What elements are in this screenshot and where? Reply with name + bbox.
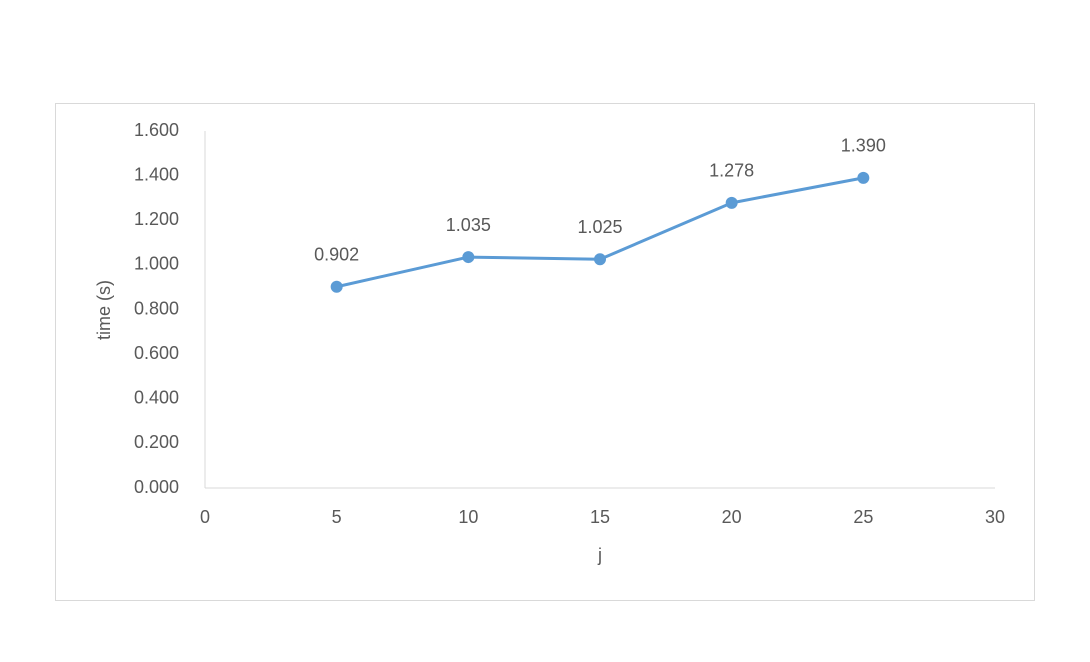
x-tick-label: 25 xyxy=(853,507,873,527)
y-tick-label: 0.600 xyxy=(134,343,179,363)
x-tick-label: 30 xyxy=(985,507,1005,527)
y-tick-label: 1.200 xyxy=(134,209,179,229)
x-tick-label: 10 xyxy=(458,507,478,527)
data-point xyxy=(462,251,475,264)
data-label: 1.035 xyxy=(446,215,491,235)
x-tick-label: 15 xyxy=(590,507,610,527)
x-tick-label: 20 xyxy=(722,507,742,527)
data-label: 1.278 xyxy=(709,161,754,181)
data-label: 0.902 xyxy=(314,244,359,264)
data-label: 1.025 xyxy=(577,217,622,237)
y-axis-title: time (s) xyxy=(94,280,114,340)
y-tick-label: 0.200 xyxy=(134,432,179,452)
y-tick-label: 0.800 xyxy=(134,298,179,318)
x-tick-label: 0 xyxy=(200,507,210,527)
x-axis-title: j xyxy=(597,545,602,565)
y-tick-label: 0.400 xyxy=(134,388,179,408)
data-point xyxy=(725,196,738,209)
data-point xyxy=(857,171,870,184)
data-point xyxy=(594,253,606,266)
y-tick-label: 1.400 xyxy=(134,164,179,184)
data-label: 1.390 xyxy=(841,136,886,156)
y-tick-label: 0.000 xyxy=(134,477,179,497)
y-tick-label: 1.600 xyxy=(134,120,179,140)
x-tick-label: 5 xyxy=(332,507,342,527)
data-point xyxy=(330,280,343,293)
chart-frame xyxy=(55,103,1035,601)
y-tick-label: 1.000 xyxy=(134,254,179,274)
